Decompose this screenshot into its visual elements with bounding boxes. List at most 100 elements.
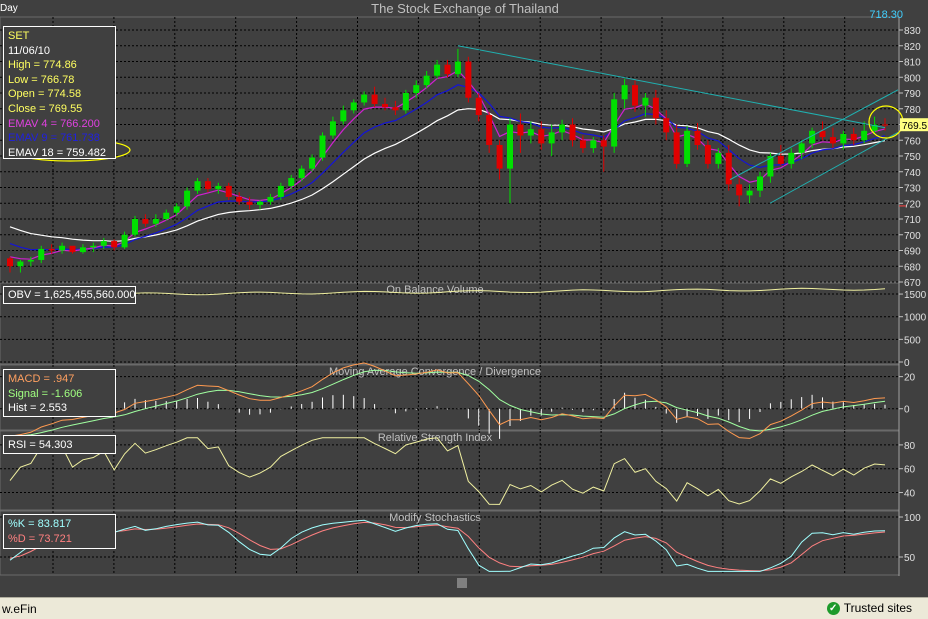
trusted-zone[interactable]: ✓ Trusted sites	[826, 601, 912, 615]
candle	[746, 184, 753, 204]
y-tick-label: 1000	[904, 313, 927, 324]
candle-body	[621, 85, 628, 100]
y-tick-label: 100	[904, 513, 921, 524]
candle	[548, 124, 555, 156]
candle	[694, 122, 701, 150]
candle	[204, 178, 211, 193]
candle-body	[527, 129, 534, 136]
candle-body	[819, 130, 826, 138]
macd-value-box: MACD = .947 Signal = -1.606 Hist = 2.553	[3, 369, 116, 417]
period-label: Day	[0, 3, 18, 14]
candle	[38, 245, 45, 264]
y-tick-label: 80	[904, 441, 916, 452]
candle	[121, 231, 128, 249]
candle	[757, 171, 763, 197]
candle	[298, 165, 305, 182]
candle	[329, 116, 336, 139]
y-tick-label: 780	[904, 105, 921, 116]
status-url: w.eFin	[2, 602, 37, 616]
candle	[642, 93, 649, 117]
candle-body	[329, 121, 336, 136]
candle	[882, 118, 888, 131]
candle-body	[590, 140, 597, 149]
candle-body	[152, 219, 159, 224]
candle-body	[684, 130, 691, 164]
y-tick-label: 710	[904, 215, 921, 226]
candle	[600, 135, 607, 172]
candle	[569, 118, 576, 147]
candle	[829, 127, 836, 149]
stock-chart[interactable]: Day The Stock Exchange of Thailand 718.30 8…	[0, 0, 928, 597]
candle-body	[746, 190, 753, 196]
candle-body	[507, 124, 513, 169]
candle	[423, 70, 430, 89]
candle	[142, 214, 149, 227]
y-tick-label: 790	[904, 89, 921, 100]
candle-body	[725, 152, 732, 185]
candle-body	[27, 259, 34, 262]
candle	[309, 154, 316, 172]
candle	[382, 97, 388, 111]
candle	[59, 242, 66, 254]
y-tick-label: 820	[904, 42, 921, 53]
candle	[27, 256, 34, 267]
candle	[184, 187, 191, 210]
top-readout: 718.30	[869, 9, 903, 21]
candle-body	[538, 129, 545, 144]
stoch-k-line	[9, 519, 886, 572]
candle-body	[132, 219, 138, 235]
candle	[454, 48, 461, 78]
y-tick-label: 690	[904, 247, 921, 258]
chart-title: The Stock Exchange of Thailand	[371, 1, 559, 16]
candle	[79, 244, 86, 254]
rsi-value: RSI = 54.303	[8, 439, 73, 451]
price-info-box: SET 11/06/10 High = 774.86 Low = 766.78 …	[3, 26, 116, 159]
candle	[277, 182, 284, 201]
candle	[496, 140, 503, 180]
candle-body	[777, 156, 784, 164]
candle-body	[402, 93, 409, 111]
candle	[663, 110, 670, 141]
candle	[288, 174, 295, 190]
axis-background	[899, 17, 928, 577]
panel-frame	[0, 510, 900, 576]
candle	[850, 127, 857, 145]
candle	[809, 127, 816, 149]
candle-body	[757, 176, 763, 191]
candle-body	[882, 124, 888, 126]
scroll-strip	[0, 576, 899, 596]
candle-body	[246, 201, 253, 205]
candle	[350, 99, 357, 114]
candle	[48, 244, 55, 254]
y-tick-label: 700	[904, 231, 921, 242]
candle-body	[361, 94, 368, 103]
stoch-title: Modify Stochastics	[389, 512, 481, 524]
y-tick-label: 760	[904, 136, 921, 147]
candle-body	[90, 245, 97, 248]
y-tick-label: 50	[904, 553, 916, 564]
candle-body	[600, 140, 607, 147]
candle-body	[611, 99, 618, 147]
candle	[163, 209, 170, 221]
candle	[652, 89, 659, 125]
candle	[319, 132, 326, 161]
candle-body	[871, 124, 878, 131]
y-tick-label: 720	[904, 199, 921, 210]
candle	[507, 118, 513, 204]
y-tick-label: 670	[904, 278, 921, 289]
low-label: Low = 766.78	[8, 73, 75, 86]
scroll-grip	[457, 578, 467, 588]
y-tick-label: 740	[904, 168, 921, 179]
candle-body	[517, 124, 524, 136]
candle-body	[7, 258, 13, 267]
candle-body	[17, 261, 24, 267]
ema9-line	[9, 84, 886, 251]
y-tick-label: 0	[904, 405, 910, 416]
date-label: 11/06/10	[8, 44, 51, 57]
candle-body	[413, 85, 420, 93]
candle	[267, 193, 274, 205]
candle-body	[111, 241, 118, 248]
candle-body	[840, 133, 847, 144]
candle	[7, 256, 13, 273]
candle-body	[788, 152, 795, 164]
